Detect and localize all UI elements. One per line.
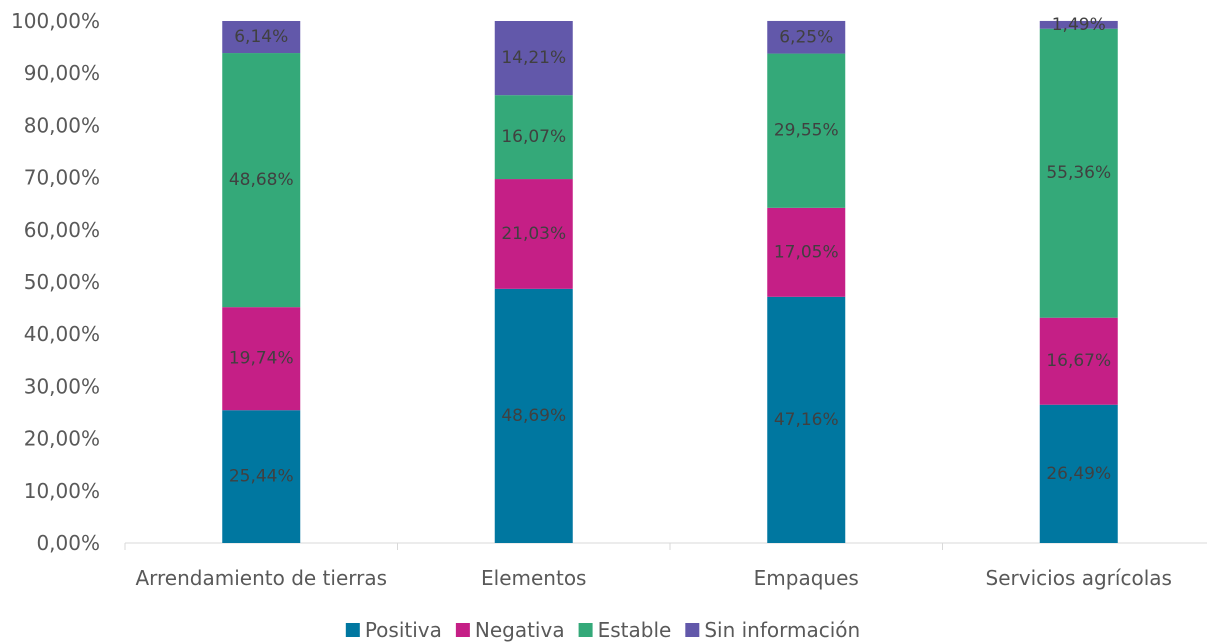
- data-labels: 25,44% 19,74% 48,68% 6,14% 48,69% 21,03% 16,07…: [229, 15, 1111, 487]
- data-label: 48,68%: [229, 170, 294, 190]
- legend-label: Negativa: [475, 618, 565, 642]
- x-axis-ticks: [124, 543, 943, 550]
- bar-segment: [222, 21, 301, 54]
- data-label: 16,07%: [501, 127, 566, 147]
- data-label: 17,05%: [774, 242, 839, 262]
- bar-segment: [1039, 404, 1118, 543]
- bar-segment: [494, 95, 573, 180]
- bar-segment: [767, 296, 846, 543]
- y-tick-label: 0,00%: [36, 531, 100, 555]
- legend-item: Estable: [578, 618, 672, 642]
- bar-segment: [494, 179, 573, 289]
- y-tick-label: 20,00%: [24, 427, 100, 451]
- data-label: 29,55%: [774, 121, 839, 141]
- data-label: 6,25%: [779, 27, 833, 47]
- data-label: 19,74%: [229, 349, 294, 369]
- category-label: Elementos: [481, 566, 586, 590]
- legend-label: Estable: [598, 618, 672, 642]
- y-tick-label: 70,00%: [24, 166, 100, 190]
- data-label: 21,03%: [501, 224, 566, 244]
- y-tick-label: 40,00%: [24, 322, 100, 346]
- bar-segment: [1039, 317, 1118, 405]
- category-label: Servicios agrícolas: [986, 566, 1172, 590]
- category-labels: Arrendamiento de tierras Elementos Empaque…: [135, 566, 1171, 590]
- legend-swatch: [578, 623, 593, 637]
- data-label: 16,67%: [1046, 351, 1111, 371]
- legend-swatch: [345, 623, 360, 637]
- legend-item: Sin información: [685, 618, 860, 642]
- y-tick-label: 100,00%: [11, 9, 100, 33]
- legend-item: Positiva: [345, 618, 442, 642]
- legend-item: Negativa: [455, 618, 565, 642]
- y-axis-tick-labels: 0,00% 10,00% 20,00% 30,00% 40,00% 50,00% 60,00…: [11, 9, 100, 555]
- bar-segment: [767, 207, 846, 297]
- y-tick-label: 10,00%: [24, 479, 100, 503]
- y-tick-label: 90,00%: [24, 61, 100, 85]
- bar-segment: [494, 288, 573, 543]
- bar-segment: [222, 53, 301, 308]
- bar-segment: [1039, 28, 1118, 318]
- bars: [222, 20, 1118, 543]
- y-tick-label: 80,00%: [24, 113, 100, 137]
- data-label: 55,36%: [1046, 163, 1111, 183]
- bar-segment: [222, 307, 301, 411]
- legend: Positiva Negativa Estable Sin información: [345, 618, 860, 642]
- bar-segment: [494, 21, 573, 96]
- bar-segment: [767, 20, 846, 54]
- y-tick-label: 50,00%: [24, 270, 100, 294]
- data-label: 26,49%: [1046, 464, 1111, 484]
- bar-segment: [767, 53, 846, 208]
- bar-segment: [1039, 20, 1118, 29]
- category-label: Empaques: [754, 566, 859, 590]
- legend-label: Sin información: [704, 618, 860, 642]
- legend-label: Positiva: [365, 618, 442, 642]
- legend-swatch: [685, 623, 700, 637]
- data-label: 14,21%: [501, 48, 566, 68]
- bar-segment: [222, 410, 301, 543]
- category-label: Arrendamiento de tierras: [135, 566, 387, 590]
- data-label: 1,49%: [1052, 15, 1106, 35]
- data-label: 48,69%: [501, 406, 566, 426]
- data-label: 47,16%: [774, 410, 839, 430]
- data-label: 6,14%: [234, 27, 288, 47]
- data-label: 25,44%: [229, 467, 294, 487]
- y-tick-label: 30,00%: [24, 374, 100, 398]
- y-tick-label: 60,00%: [24, 218, 100, 242]
- legend-swatch: [455, 623, 470, 637]
